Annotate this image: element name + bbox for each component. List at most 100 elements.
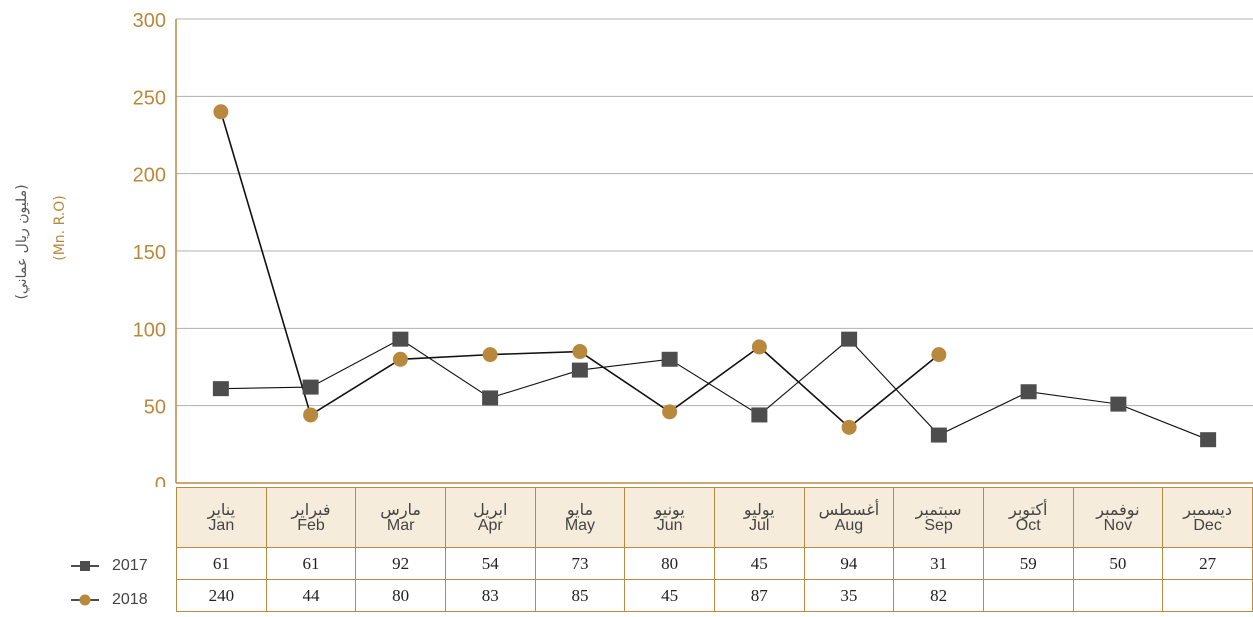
y-tick-labels: 0 50 100 150 200 250 300 [133, 10, 166, 487]
month-label-arabic: يناير [207, 499, 236, 519]
marker-2018-Sep [931, 347, 947, 363]
series-2017-row: 61 61 92 54 73 80 45 94 31 59 50 27 [176, 547, 1253, 580]
series-markers [212, 104, 1217, 448]
line-chart: 0 50 100 150 200 250 300 (مليون ريال عماني) (M… [14, 10, 1253, 487]
value-cell-2017-Apr: 54 [444, 547, 536, 580]
square-marker-icon [71, 560, 99, 571]
marker-2017-Feb [302, 379, 319, 395]
month-label-english: Mar [386, 516, 415, 534]
marker-2018-Jan [213, 104, 229, 120]
value-cell-2018-Feb: 44 [265, 579, 357, 612]
marker-2018-Mar [392, 351, 408, 367]
month-header-Jan: يناير Jan [176, 487, 267, 548]
month-label-english: Oct [1015, 516, 1041, 534]
month-label-english: Sep [924, 516, 953, 534]
marker-2017-Apr [482, 390, 499, 406]
month-label-arabic: أغسطس [818, 499, 880, 519]
value-cell-2017-Nov: 50 [1072, 547, 1164, 580]
legend-label-2017: 2017 [112, 556, 148, 574]
y-tick-300: 300 [133, 10, 166, 32]
marker-2018-Jun [662, 404, 678, 420]
month-label-arabic: سبتمبر [915, 499, 962, 519]
marker-2017-Oct [1020, 384, 1037, 400]
month-header-Feb: فبراير Feb [265, 487, 357, 548]
y-axis-label-arabic: (مليون ريال عماني) [14, 184, 30, 299]
y-tick-50: 50 [144, 397, 166, 419]
value-cell-2018-May: 85 [534, 579, 626, 612]
gridlines [176, 18, 1253, 484]
y-tick-200: 200 [133, 165, 166, 187]
y-tick-150: 150 [133, 242, 166, 264]
month-label-english: Jul [749, 516, 770, 534]
value-cell-2017-Jan: 61 [176, 547, 267, 580]
month-label-english: Nov [1103, 516, 1133, 534]
value-cell-2018-Dec [1162, 579, 1253, 612]
month-label-english: Dec [1193, 516, 1222, 534]
value-cell-2017-Jul: 45 [713, 547, 805, 580]
marker-2017-Nov [1110, 396, 1127, 412]
marker-2017-Mar [392, 331, 409, 347]
series-line-2018 [220, 111, 940, 429]
value-cell-2018-Apr: 83 [444, 579, 536, 612]
month-label-arabic: ابريل [473, 499, 508, 519]
value-cell-2018-Jul: 87 [713, 579, 805, 612]
value-cell-2017-Dec: 27 [1162, 547, 1253, 580]
value-cell-2018-Oct [982, 579, 1074, 612]
month-header-Jul: يوليو Jul [713, 487, 805, 548]
month-label-arabic: أكتوبر [1009, 499, 1048, 519]
data-table: يناير Jan فبراير Feb مارس Mar ابريل Apr مايو May ي… [176, 487, 1253, 612]
month-header-Sep: سبتمبر Sep [893, 487, 984, 548]
month-label-english: Jan [208, 516, 235, 534]
marker-2017-Dec [1200, 432, 1217, 448]
month-label-arabic: مايو [566, 499, 594, 519]
marker-2018-Apr [482, 347, 498, 363]
month-header-Mar: مارس Mar [355, 487, 446, 548]
series-line-2017 [220, 338, 1209, 441]
month-header-Jun: يونيو Jun [624, 487, 715, 548]
month-header-Nov: نوفمبر Nov [1072, 487, 1164, 548]
month-label-english: May [564, 516, 596, 534]
y-axis-label-english: (Mn. R.O) [52, 195, 68, 260]
month-label-english: Jun [656, 516, 683, 534]
value-cell-2017-May: 73 [534, 547, 626, 580]
marker-2017-May [571, 362, 588, 378]
y-tick-0: 0 [155, 474, 166, 487]
legend-label-2018: 2018 [112, 590, 148, 608]
month-label-arabic: ديسمبر [1183, 499, 1232, 519]
y-tick-100: 100 [133, 319, 166, 341]
month-label-arabic: يونيو [654, 499, 685, 519]
circle-marker-icon [71, 594, 99, 605]
marker-2017-Jan [212, 381, 229, 397]
value-cell-2017-Mar: 92 [355, 547, 446, 580]
month-header-row: يناير Jan فبراير Feb مارس Mar ابريل Apr مايو May ي… [176, 487, 1253, 548]
month-label-english: Apr [477, 516, 503, 534]
marker-2017-Aug [841, 331, 858, 347]
legend-2017: 2017 [70, 550, 148, 581]
month-label-english: Feb [297, 516, 325, 534]
value-cell-2017-Sep: 31 [893, 547, 984, 580]
month-header-Aug: أغسطس Aug [803, 487, 895, 548]
marker-2017-Jul [751, 407, 768, 423]
month-header-Apr: ابريل Apr [444, 487, 536, 548]
month-label-arabic: نوفمبر [1096, 499, 1140, 519]
marker-2018-Aug [841, 419, 857, 435]
month-header-Dec: ديسمبر Dec [1162, 487, 1253, 548]
value-cell-2017-Feb: 61 [265, 547, 357, 580]
marker-2018-Feb [303, 407, 319, 423]
month-label-arabic: فبراير [291, 499, 331, 519]
marker-2018-Jul [751, 339, 767, 355]
series-lines [220, 111, 1209, 441]
series-2018-row: 240 44 80 83 85 45 87 35 82 [176, 579, 1253, 612]
value-cell-2018-Nov [1072, 579, 1164, 612]
value-cell-2018-Jun: 45 [624, 579, 715, 612]
value-cell-2017-Jun: 80 [624, 547, 715, 580]
legend-2018: 2018 [70, 584, 148, 615]
value-cell-2017-Aug: 94 [803, 547, 895, 580]
marker-2018-May [572, 344, 588, 360]
value-cell-2018-Aug: 35 [803, 579, 895, 612]
value-cell-2018-Sep: 82 [893, 579, 984, 612]
month-header-Oct: أكتوبر Oct [982, 487, 1074, 548]
marker-2017-Sep [930, 427, 947, 443]
month-label-arabic: مارس [380, 499, 421, 519]
y-tick-250: 250 [133, 87, 166, 109]
